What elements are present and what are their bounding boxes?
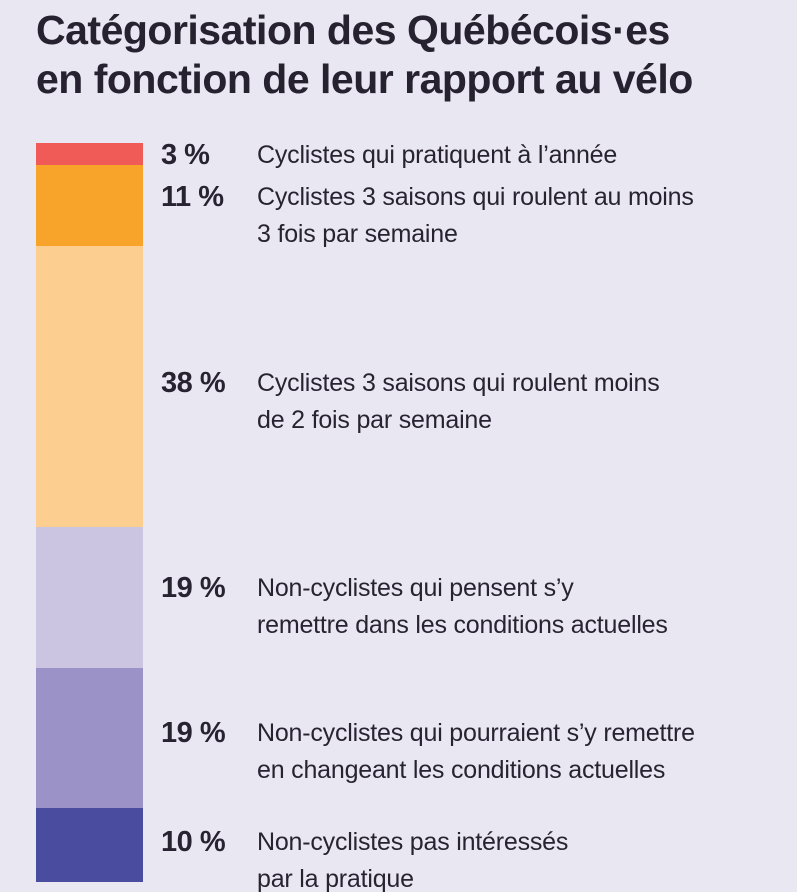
legend-row: 38 % Cyclistes 3 saisons qui roulent moi… bbox=[161, 365, 660, 439]
category-label: Cyclistes 3 saisons qui roulent au moins… bbox=[257, 183, 694, 248]
legend-row: 19 % Non-cyclistes qui pensent s’y remet… bbox=[161, 570, 668, 644]
bar-segment-noncyclistes-pas-interesses bbox=[36, 808, 143, 882]
stacked-bar bbox=[36, 143, 143, 882]
category-label: Non-cyclistes qui pensent s’y remettre d… bbox=[257, 574, 668, 639]
bar-segment-cyclistes-annee bbox=[36, 143, 143, 166]
bar-segment-cyclistes-3saisons-moins2fois bbox=[36, 246, 143, 528]
legend-row: 10 % Non-cyclistes pas intéressés par la… bbox=[161, 824, 568, 892]
percent-label: 19 % bbox=[161, 572, 226, 604]
legend-row: 19 % Non-cyclistes qui pourraient s’y re… bbox=[161, 715, 695, 789]
category-label: Non-cyclistes pas intéressés par la prat… bbox=[257, 828, 569, 892]
category-label: Non-cyclistes qui pourraient s’y remettr… bbox=[257, 719, 695, 784]
legend-row: 11 % Cyclistes 3 saisons qui roulent au … bbox=[161, 179, 694, 253]
page-title: Catégorisation des Québécois·es en fonct… bbox=[36, 7, 693, 103]
bar-segment-noncyclistes-pensent bbox=[36, 527, 143, 668]
category-label: Cyclistes 3 saisons qui roulent moins de… bbox=[257, 369, 660, 434]
percent-label: 10 % bbox=[161, 826, 226, 858]
percent-label: 11 % bbox=[161, 181, 224, 213]
percent-label: 38 % bbox=[161, 367, 226, 399]
category-label: Cyclistes qui pratiquent à l’année bbox=[257, 141, 618, 169]
percent-label: 3 % bbox=[161, 139, 210, 171]
bar-segment-cyclistes-3saisons-3fois bbox=[36, 165, 143, 247]
bar-segment-noncyclistes-pourraient bbox=[36, 667, 143, 809]
percent-label: 19 % bbox=[161, 717, 226, 749]
legend-row: 3 % Cyclistes qui pratiquent à l’année bbox=[161, 137, 617, 174]
